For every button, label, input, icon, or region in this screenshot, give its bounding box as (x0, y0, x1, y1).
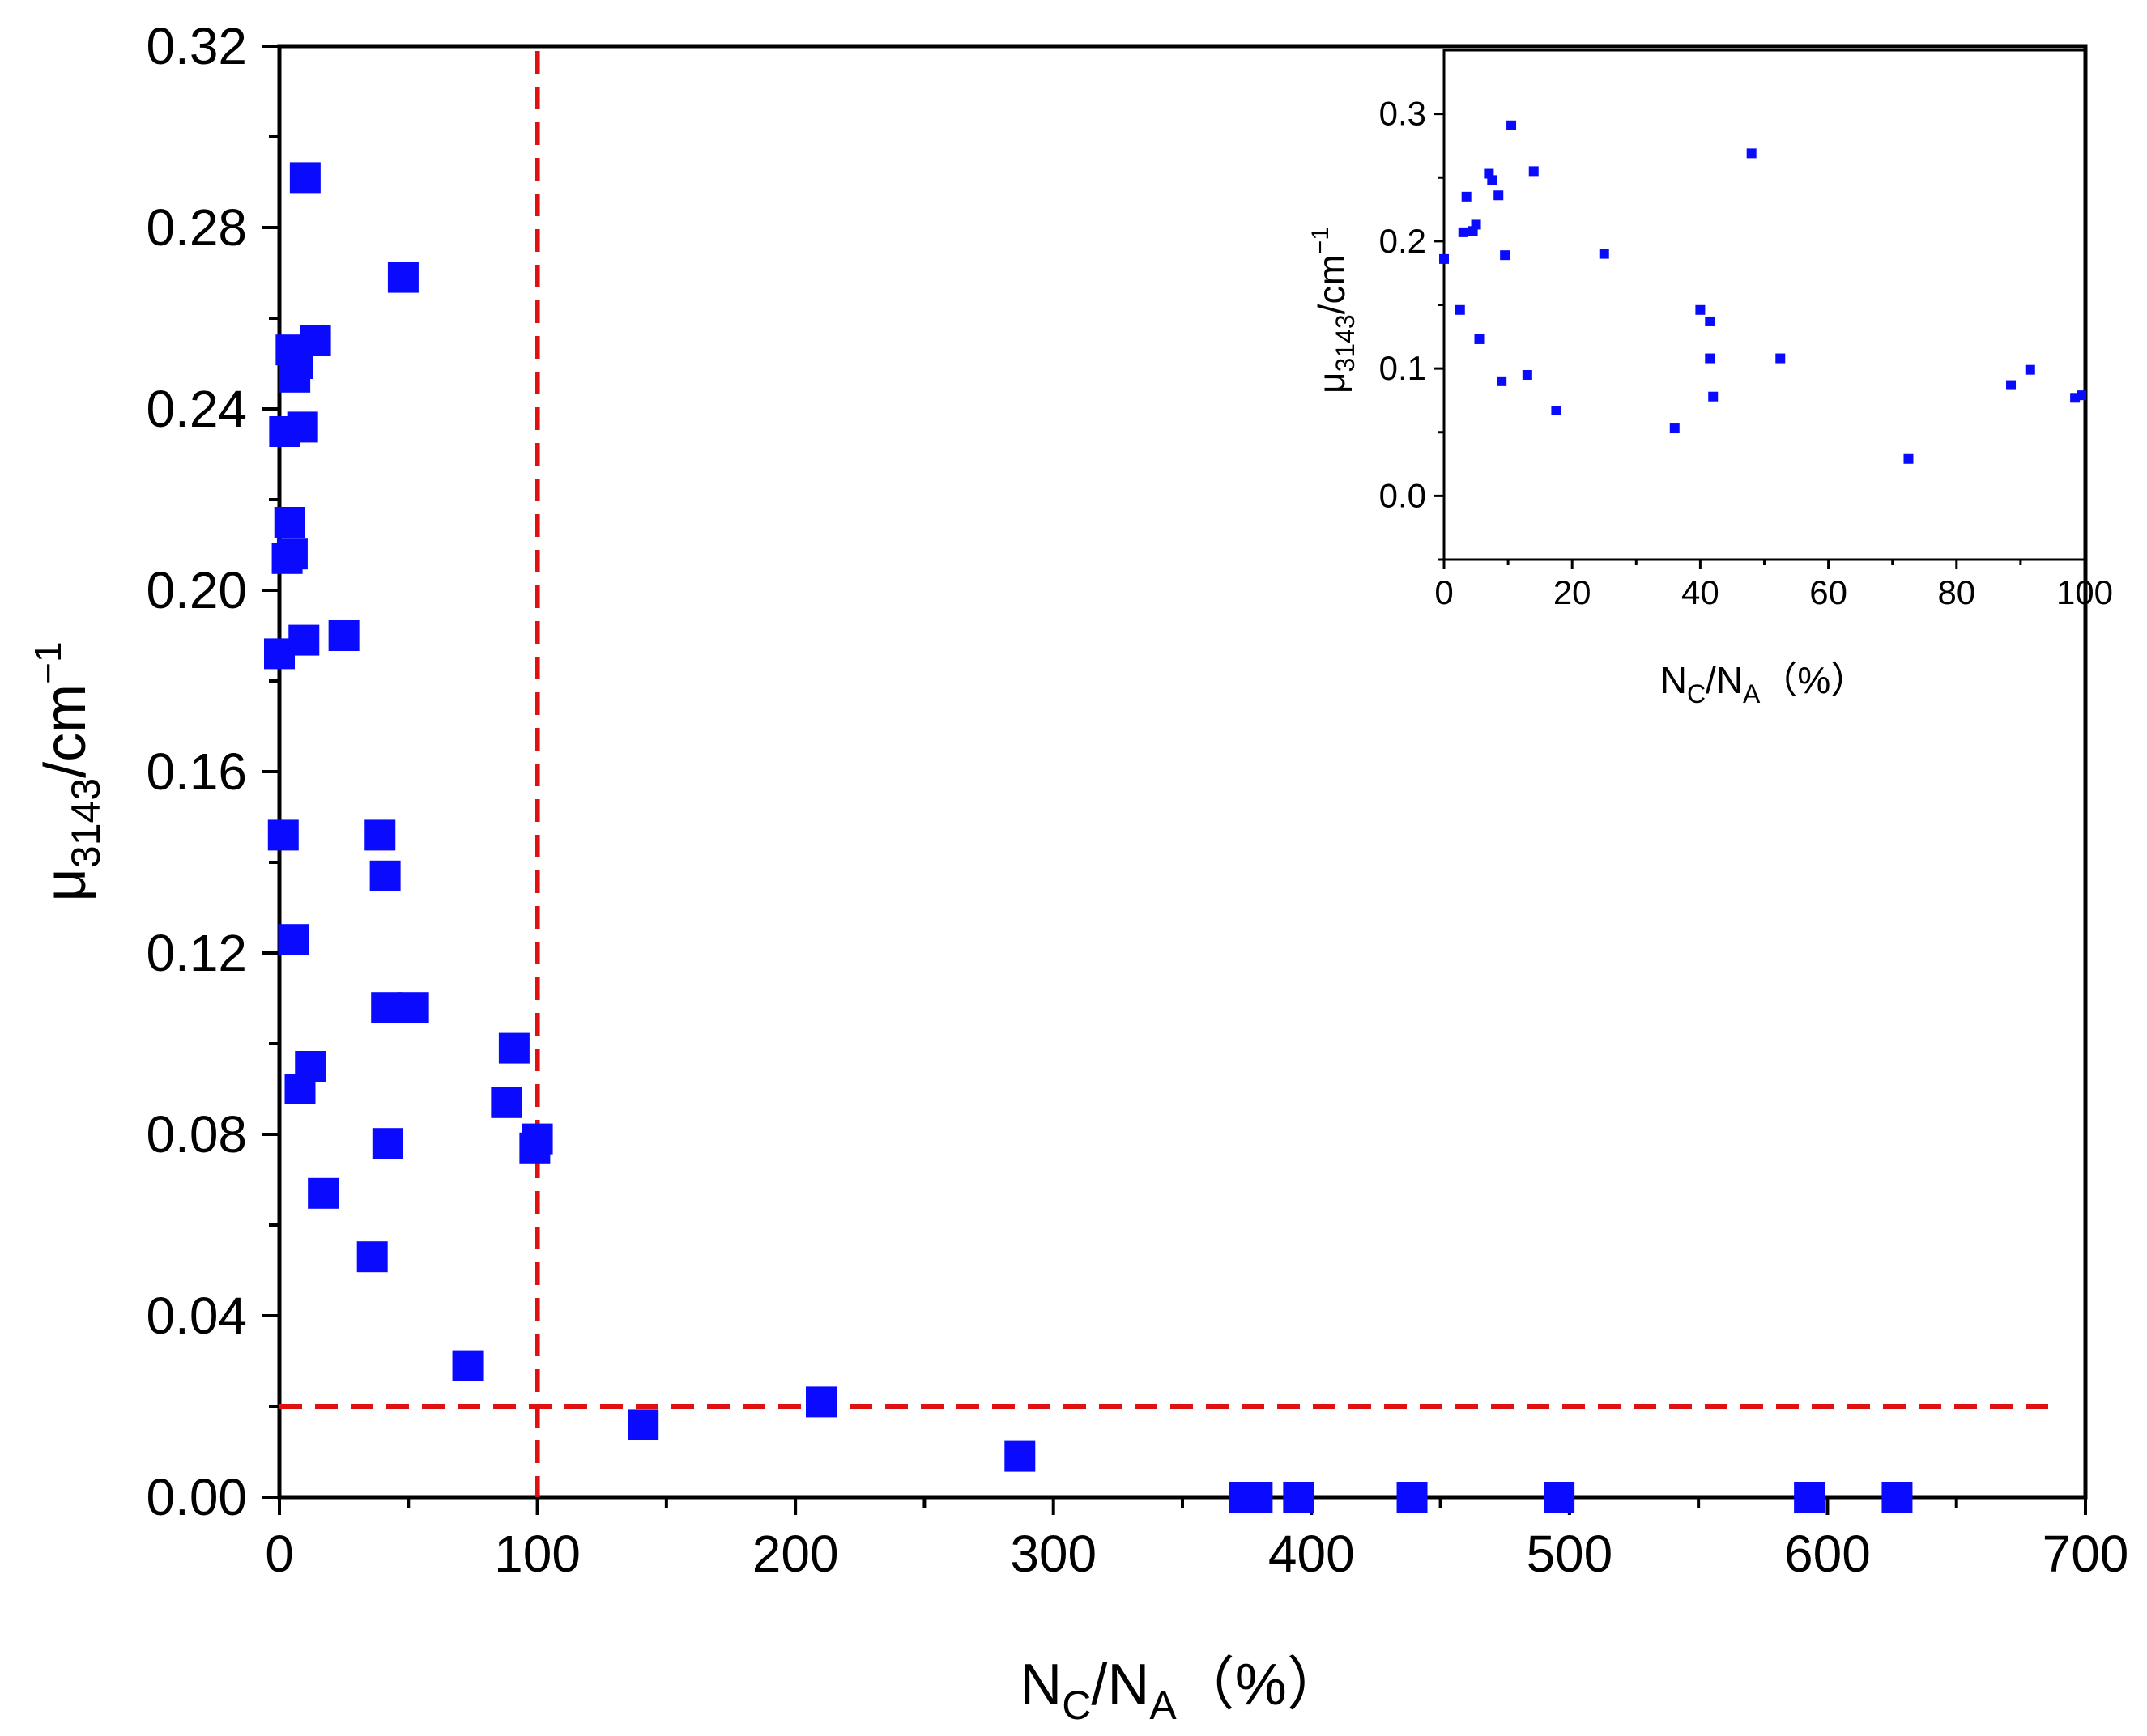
main-data-point (1881, 1482, 1913, 1513)
main-y-tick-label: 0.12 (146, 924, 247, 982)
inset-data-point (2077, 390, 2087, 401)
inset-y-tick-label: 0.1 (1379, 349, 1426, 387)
inset-data-point (1493, 190, 1504, 201)
main-data-point (628, 1409, 659, 1440)
inset-data-point (2006, 380, 2017, 390)
inset-x-axis: 0 20 40 60 80 100 (1434, 560, 2113, 611)
main-data-point (1544, 1482, 1575, 1513)
main-data-point (288, 624, 320, 656)
main-data-point (398, 992, 429, 1023)
main-data-point (372, 1128, 403, 1159)
main-x-tick-label: 600 (1784, 1525, 1871, 1583)
main-data-point (278, 924, 309, 955)
main-y-tick-label: 0.04 (146, 1287, 247, 1345)
main-x-tick-label: 400 (1268, 1525, 1355, 1583)
main-data-point (491, 1087, 522, 1118)
main-plot: 0 100 200 300 400 500 600 700 0.000.040.080.120… (27, 17, 2128, 1728)
inset-data-point (1669, 423, 1680, 434)
inset-data-point (1551, 406, 1561, 416)
main-data-point (274, 507, 305, 538)
main-data-point (295, 1051, 326, 1082)
main-data-point (1396, 1482, 1428, 1513)
inset-y-tick-label: 0.2 (1379, 222, 1426, 260)
main-data-point (1004, 1440, 1036, 1472)
inset-data-point (1439, 253, 1449, 264)
inset-x-tick-label: 80 (1937, 573, 1975, 611)
main-data-point (522, 1123, 553, 1155)
main-data-point (498, 1032, 530, 1064)
inset-y-tick-label: 0.3 (1379, 95, 1426, 133)
main-x-axis-label: NC/NA（%） (1020, 1653, 1345, 1728)
main-y-tick-label: 0.24 (146, 380, 247, 438)
main-data-point (356, 1241, 388, 1273)
main-data-point (308, 1177, 339, 1209)
main-x-axis: 0 100 200 300 400 500 600 700 (265, 1497, 2128, 1583)
main-y-axis-label: μ3143/cm−1 (27, 641, 109, 901)
inset-data-point (1497, 376, 1507, 386)
main-y-tick-label: 0.00 (146, 1468, 247, 1526)
inset-data-point (1705, 353, 1715, 364)
main-x-tick-label: 100 (494, 1525, 581, 1583)
inset-data-point (1705, 316, 1715, 326)
inset-data-point (1461, 191, 1472, 202)
main-x-tick-label: 700 (2043, 1525, 2129, 1583)
main-data-point (1242, 1482, 1273, 1513)
inset-data-point (1528, 166, 1539, 177)
inset-data-point (1695, 304, 1706, 315)
main-data-point (387, 262, 419, 293)
main-data-point (1794, 1482, 1825, 1513)
inset-x-tick-label: 40 (1681, 573, 1719, 611)
main-y-tick-label: 0.08 (146, 1105, 247, 1164)
main-y-axis: 0.00 0.04 0.08 0.12 0.16 0.20 0.24 0.28 0.32 (146, 17, 279, 1526)
main-data-point (806, 1386, 837, 1418)
inset-x-tick-label: 20 (1553, 573, 1591, 611)
main-y-tick-label: 0.20 (146, 561, 247, 619)
main-data-point (369, 860, 401, 891)
inset-y-tick-label: 0.0 (1379, 476, 1426, 514)
main-data-point (276, 538, 308, 570)
inset-y-axis-label: μ3143/cm−1 (1307, 227, 1360, 394)
inset-data-point (1487, 175, 1497, 185)
inset-data-points (1439, 120, 2087, 464)
main-x-tick-label: 0 (265, 1525, 294, 1583)
inset-y-axis: 0.0 0.1 0.2 0.3 (1379, 95, 1444, 561)
main-x-tick-label: 500 (1526, 1525, 1612, 1583)
inset-data-point (1500, 250, 1510, 261)
inset-data-point (1522, 369, 1532, 380)
inset-x-tick-label: 100 (2056, 573, 2113, 611)
inset-data-point (1746, 148, 1757, 159)
main-y-tick-label: 0.16 (146, 742, 247, 801)
inset-x-axis-label: NC/NA（%） (1660, 659, 1868, 708)
main-data-point (287, 411, 318, 443)
inset-data-point (1599, 249, 1609, 259)
main-data-point (300, 326, 331, 356)
inset-data-point (2025, 364, 2035, 375)
inset-x-tick-label: 0 (1434, 573, 1453, 611)
inset-data-point (1775, 353, 1786, 364)
inset-data-point (1506, 120, 1517, 130)
inset-data-point (1474, 334, 1485, 344)
inset-data-point (1471, 219, 1481, 230)
main-data-point (267, 819, 299, 851)
inset-x-tick-label: 60 (1809, 573, 1847, 611)
inset-plot-frame (1442, 49, 2086, 561)
main-data-point (364, 819, 396, 851)
inset-data-point (1708, 391, 1719, 402)
main-y-tick-label: 0.32 (146, 17, 247, 75)
main-y-tick-label: 0.28 (146, 198, 247, 257)
main-data-point (452, 1350, 484, 1381)
main-x-tick-label: 200 (752, 1525, 839, 1583)
inset-data-point (1903, 453, 1914, 464)
main-data-point (1283, 1482, 1314, 1513)
main-data-point (328, 620, 360, 651)
main-data-points (264, 162, 1913, 1513)
inset-plot: 0 20 40 60 80 100 0.0 0.1 0.2 0.3 NC/NA（%） μ3143… (1307, 49, 2113, 708)
main-reference-lines (279, 51, 2061, 1497)
inset-data-point (1458, 227, 1468, 237)
inset-data-point (1455, 304, 1465, 315)
main-data-point (289, 162, 321, 194)
main-x-tick-label: 300 (1010, 1525, 1097, 1583)
main-data-point (371, 992, 403, 1023)
